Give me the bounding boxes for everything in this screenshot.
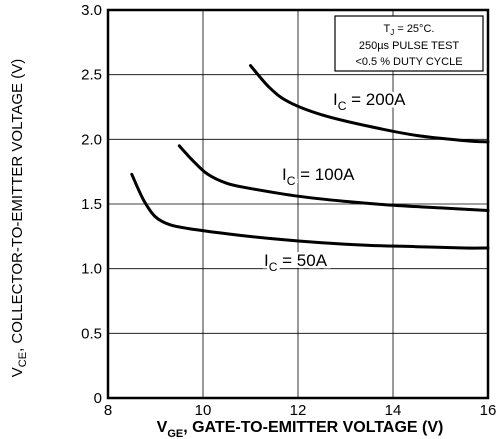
series-label-50a: IC = 50A: [264, 251, 328, 274]
y-tick-label: 0: [94, 390, 102, 407]
tick-labels: 8 10 12 14 16 0 0.5 1.0 1.5 2.0 2.5 3.0: [81, 2, 496, 419]
x-tick-label: 8: [104, 402, 112, 419]
conditions-line-2: 250µs PULSE TEST: [359, 40, 460, 52]
series-line-100a: [177, 144, 490, 212]
y-tick-label: 3.0: [81, 2, 102, 19]
series-label-100a: IC = 100A: [282, 165, 355, 188]
x-axis-label: VGE, GATE-TO-EMITTER VOLTAGE (V): [157, 419, 444, 439]
conditions-line-3: <0.5 % DUTY CYCLE: [355, 56, 462, 68]
series-labels: IC = 200A IC = 100A IC = 50A: [262, 88, 409, 277]
series-line-50a: [130, 172, 490, 250]
y-tick-label: 2.5: [81, 67, 102, 84]
x-tick-label: 14: [385, 402, 402, 419]
y-tick-label: 1.0: [81, 261, 102, 278]
x-tick-label: 16: [480, 402, 497, 419]
curves: [130, 64, 490, 250]
series-label-200a: IC = 200A: [333, 90, 406, 113]
y-axis-label: VCE, COLLECTOR-TO-EMITTER VOLTAGE (V): [9, 59, 29, 377]
x-tick-label: 12: [290, 402, 307, 419]
conditions-line-1: TJ = 25°C.: [384, 23, 435, 37]
conditions-box-border: [334, 15, 484, 72]
y-tick-label: 1.5: [81, 196, 102, 213]
conditions-box: TJ = 25°C. 250µs PULSE TEST <0.5 % DUTY …: [334, 15, 484, 72]
series-line-200a: [249, 64, 490, 144]
y-tick-label: 2.0: [81, 131, 102, 148]
plot-frame: [106, 8, 490, 400]
x-tick-label: 10: [195, 402, 212, 419]
y-tick-label: 0.5: [81, 325, 102, 342]
